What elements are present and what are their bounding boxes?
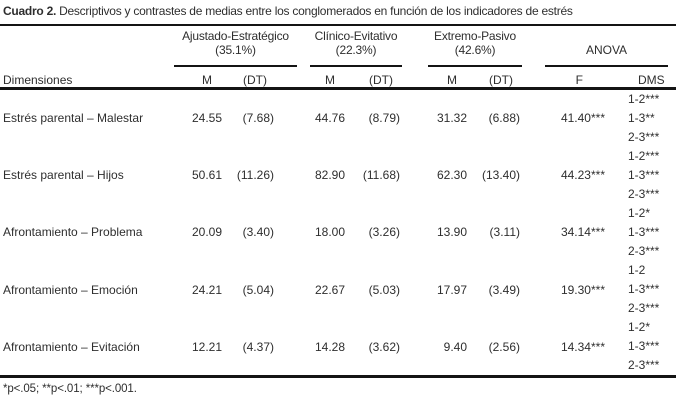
cell-m: 44.76 xyxy=(314,111,345,126)
dms-contrast: 1-2*** xyxy=(628,148,660,163)
dms-contrast: 1-3*** xyxy=(628,339,660,354)
cell-dt: (5.03) xyxy=(368,282,400,297)
cell-dms: 1-2*** 1-3*** 2-3*** xyxy=(605,147,676,204)
group-name: Clínico-Evitativo xyxy=(314,29,398,43)
col-header-dms: DMS xyxy=(638,73,665,87)
cell-m: 31.32 xyxy=(436,111,467,126)
dms-contrast: 1-2 xyxy=(628,263,646,278)
group-pct: (22.3%) xyxy=(335,42,377,57)
cell-dms: 1-2 1-3*** 2-3*** xyxy=(605,261,676,318)
cell-m: 20.09 xyxy=(191,225,222,240)
col-header-f: F xyxy=(575,73,583,87)
col-header-m3: M xyxy=(447,73,457,87)
cell-dt: (4.37) xyxy=(242,339,274,354)
dms-contrast: 2-3*** xyxy=(628,301,660,316)
rule-table-bottom xyxy=(0,375,676,378)
table-row: Afrontamiento – Emoción 24.21 (5.04) 22.… xyxy=(0,261,676,318)
dms-contrast: 2-3*** xyxy=(628,243,660,258)
cell-dt: (8.79) xyxy=(368,111,400,126)
cell-f: 14.34*** xyxy=(560,339,605,354)
dms-contrast: 1-2* xyxy=(628,205,651,220)
cell-m: 13.90 xyxy=(436,225,467,240)
cell-m: 50.61 xyxy=(191,168,222,183)
rule-header-bottom xyxy=(0,87,676,90)
group-name: Ajustado-Estratégico xyxy=(182,29,289,43)
table-row: Estrés parental – Malestar 24.55 (7.68) … xyxy=(0,90,676,147)
cell-m: 22.67 xyxy=(314,282,345,297)
table-footnote: *p<.05; **p<.01; ***p<.001. xyxy=(3,382,137,395)
group-header-extremo: Extremo-Pasivo (42.6%) xyxy=(434,29,516,57)
cell-dt: (7.68) xyxy=(242,111,274,126)
group-rule-1 xyxy=(174,65,297,67)
cell-dt: (5.04) xyxy=(242,282,274,297)
col-header-dt1: (DT) xyxy=(243,73,267,87)
cell-dt: (13.40) xyxy=(481,168,520,183)
dms-contrast: 2-3*** xyxy=(628,358,660,373)
cell-m: 14.28 xyxy=(314,339,345,354)
group-pct: (35.1%) xyxy=(215,42,256,57)
cell-dt: (3.26) xyxy=(368,225,400,240)
row-dimension: Afrontamiento – Problema xyxy=(3,225,143,240)
cell-f: 44.23*** xyxy=(560,168,605,183)
rule-top xyxy=(0,24,676,26)
cell-dt: (11.68) xyxy=(362,168,400,183)
cell-dms: 1-2* 1-3*** 2-3*** xyxy=(605,204,676,261)
dms-contrast: 1-3*** xyxy=(628,167,660,182)
table-title-label: Cuadro 2. xyxy=(3,4,57,18)
cell-dms: 1-2*** 1-3** 2-3*** xyxy=(605,90,676,147)
row-dimension: Afrontamiento – Evitación xyxy=(3,339,140,354)
row-dimension: Estrés parental – Malestar xyxy=(3,111,144,126)
dimensions-label: Dimensiones xyxy=(3,73,73,87)
row-dimension: Afrontamiento – Emoción xyxy=(3,282,138,297)
cell-dt: (3.11) xyxy=(489,225,520,240)
cell-dt: (3.62) xyxy=(368,339,400,354)
cell-dt: (3.40) xyxy=(242,225,274,240)
cell-dt: (3.49) xyxy=(488,282,520,297)
table-title-text: Descriptivos y contrastes de medias entr… xyxy=(59,4,573,18)
group-pct: (42.6%) xyxy=(454,42,496,57)
cell-m: 18.00 xyxy=(314,225,345,240)
cell-f: 41.40*** xyxy=(560,111,605,126)
group-rule-3 xyxy=(428,65,522,67)
cell-m: 12.21 xyxy=(191,339,222,354)
cell-m: 62.30 xyxy=(436,168,467,183)
table-header: Ajustado-Estratégico (35.1%) Clínico-Evi… xyxy=(0,26,676,87)
dms-contrast: 2-3*** xyxy=(628,129,660,144)
dms-contrast: 1-3*** xyxy=(628,282,660,297)
group-rule-2 xyxy=(310,65,402,67)
cell-dt: (6.88) xyxy=(488,111,520,126)
dms-contrast: 1-3** xyxy=(628,110,655,125)
group-header-clinico: Clínico-Evitativo (22.3%) xyxy=(314,29,398,57)
cell-dms: 1-2* 1-3*** 2-3*** xyxy=(605,318,676,375)
table-row: Afrontamiento – Problema 20.09 (3.40) 18… xyxy=(0,204,676,261)
cell-m: 17.97 xyxy=(436,282,467,297)
dms-contrast: 1-2* xyxy=(628,320,651,335)
cell-m: 9.40 xyxy=(443,339,467,354)
group-rule-anova xyxy=(545,65,668,67)
table-row: Estrés parental – Hijos 50.61 (11.26) 82… xyxy=(0,147,676,204)
cell-m: 82.90 xyxy=(314,168,345,183)
group-header-ajustado: Ajustado-Estratégico (35.1%) xyxy=(182,29,289,57)
group-header-anova: ANOVA xyxy=(585,42,628,57)
subheader-row: Dimensiones M (DT) M (DT) M (DT) F DMS xyxy=(0,70,676,87)
dms-contrast: 2-3*** xyxy=(628,186,660,201)
dms-contrast: 1-3*** xyxy=(628,224,660,239)
cell-dt: (2.56) xyxy=(488,339,520,354)
table-title: Cuadro 2. Descriptivos y contrastes de me… xyxy=(0,0,676,24)
cell-m: 24.55 xyxy=(191,111,222,126)
col-header-dt2: (DT) xyxy=(369,73,393,87)
col-header-m2: M xyxy=(325,73,335,87)
cell-dt: (11.26) xyxy=(236,168,274,183)
col-header-dt3: (DT) xyxy=(489,73,513,87)
col-header-m1: M xyxy=(202,73,212,87)
cell-f: 19.30*** xyxy=(560,282,605,297)
table-row: Afrontamiento – Evitación 12.21 (4.37) 1… xyxy=(0,318,676,375)
dms-contrast: 1-2*** xyxy=(628,91,660,106)
cell-m: 24.21 xyxy=(191,282,222,297)
cell-f: 34.14*** xyxy=(560,225,605,240)
row-dimension: Estrés parental – Hijos xyxy=(3,168,124,183)
group-name: Extremo-Pasivo xyxy=(434,29,516,43)
